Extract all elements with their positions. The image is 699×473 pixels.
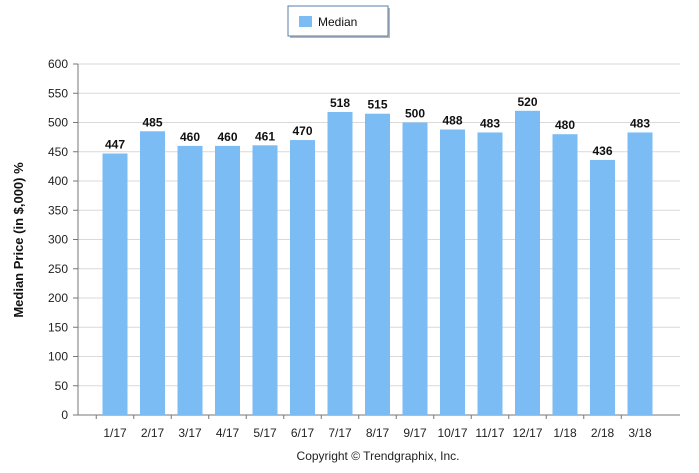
bar [365,113,390,415]
x-axis-ticks: 1/17 2/17 3/17 4/17 5/17 6/17 7/17 8/17 9/17 10/1… [95,415,652,440]
x-tick-label: 1/18 [553,426,577,440]
x-tick-label: 11/17 [475,426,504,440]
y-tick-label: 550 [48,86,68,100]
legend-swatch [299,16,312,27]
bar [552,134,578,415]
bar [627,132,653,415]
bar [215,145,240,415]
y-tick-label: 150 [48,320,68,334]
bar [590,159,615,415]
data-label: 520 [517,95,537,109]
y-tick-label: 50 [55,379,69,393]
data-label: 480 [555,118,575,132]
bar [252,145,278,415]
x-tick-label: 3/18 [628,426,652,440]
data-label: 447 [105,138,125,152]
data-label: 500 [405,107,425,121]
bar [177,145,203,415]
x-tick-label: 2/18 [591,426,615,440]
data-label: 488 [442,114,462,128]
x-tick-label: 5/17 [253,426,277,440]
data-label: 483 [480,116,500,130]
legend-label: Median [318,15,357,29]
x-tick-label: 12/17 [512,426,542,440]
data-label: 483 [630,116,650,130]
y-tick-label: 600 [48,57,68,71]
x-tick-label: 8/17 [366,426,390,440]
y-tick-label: 300 [48,233,68,247]
bar [102,153,128,415]
y-tick-label: 250 [48,262,68,276]
data-label: 460 [180,130,200,144]
x-tick-label: 2/17 [141,426,165,440]
legend: Median [287,5,390,38]
y-axis-title: Median Price (in $,000) % [11,162,26,318]
y-tick-label: 400 [48,174,68,188]
x-tick-label: 6/17 [291,426,315,440]
bar [515,110,540,416]
y-tick-label: 0 [61,408,68,422]
data-label: 515 [367,98,387,112]
y-tick-label: 200 [48,291,68,305]
data-labels: 447 485 460 460 461 470 518 515 500 488 483 520 480 4… [105,95,650,158]
data-label: 470 [292,124,312,138]
bar [402,122,428,415]
bar [327,111,353,415]
copyright-text: Copyright © Trendgraphix, Inc. [297,449,460,463]
bar [477,132,503,415]
y-tick-label: 450 [48,145,68,159]
x-tick-label: 4/17 [216,426,240,440]
bar [290,140,315,416]
x-tick-label: 7/17 [328,426,352,440]
data-label: 460 [217,130,237,144]
y-tick-label: 500 [48,116,68,130]
bar [440,129,465,415]
x-tick-label: 10/17 [437,426,467,440]
data-label: 461 [255,129,275,143]
bars [102,110,653,416]
y-axis-ticks: 0 50 100 150 200 250 300 350 400 450 500 550 600 [48,57,78,422]
y-tick-label: 350 [48,203,68,217]
x-tick-label: 1/17 [103,426,127,440]
data-label: 485 [142,115,162,129]
x-tick-label: 3/17 [178,426,202,440]
bar [140,131,165,415]
y-tick-label: 100 [48,350,68,364]
data-label: 436 [592,144,612,158]
x-tick-label: 9/17 [403,426,427,440]
data-label: 518 [330,96,350,110]
